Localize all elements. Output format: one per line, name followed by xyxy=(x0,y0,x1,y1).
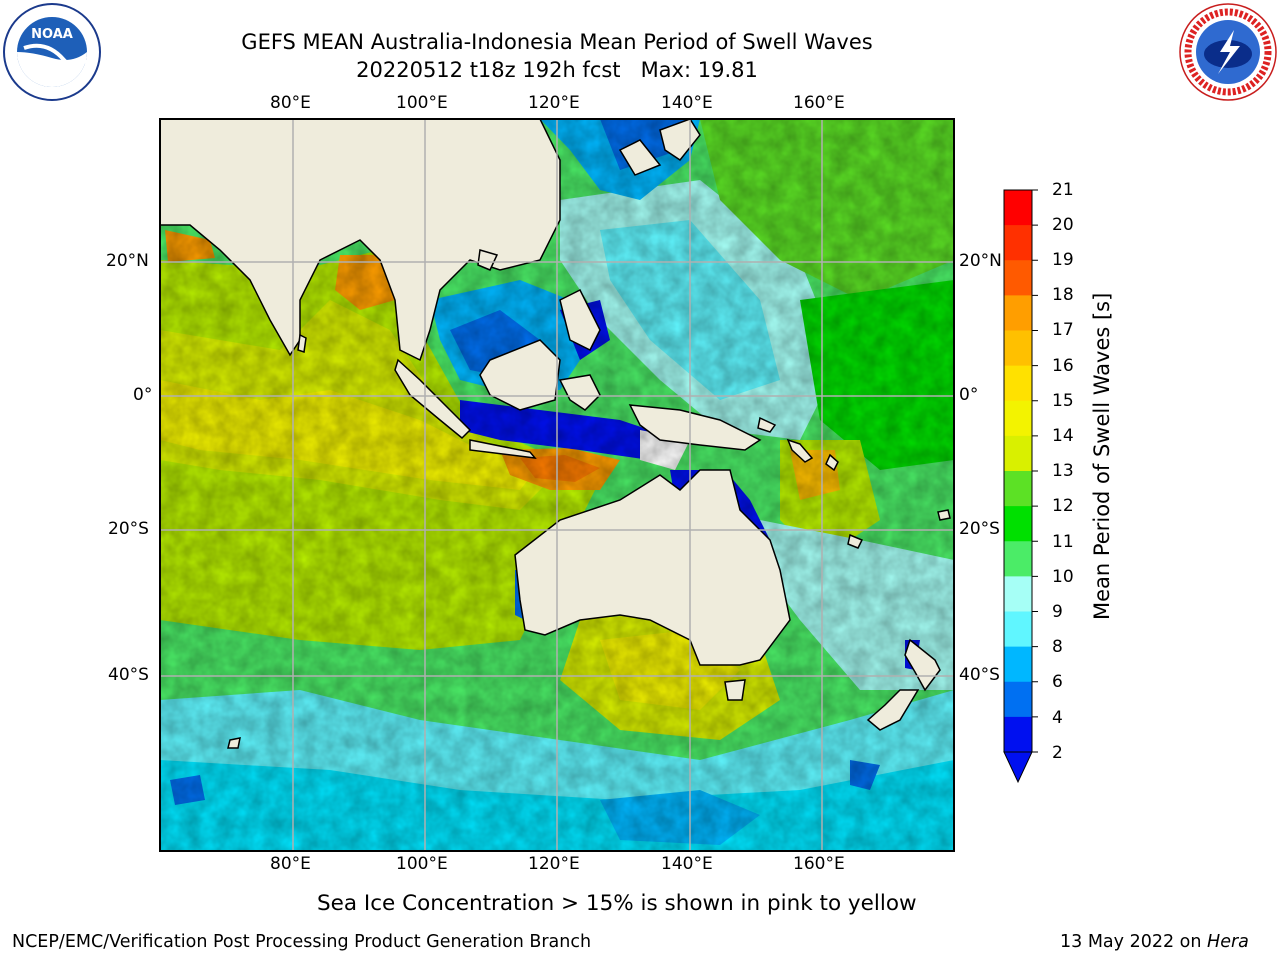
lat-label-right: 40°S xyxy=(959,665,1000,685)
colorbar-title: Mean Period of Swell Waves [s] xyxy=(1090,292,1114,620)
map-subtitle: 20220512 t18z 192h fcst Max: 19.81 xyxy=(356,58,758,82)
lon-label-bottom: 140°E xyxy=(661,854,713,874)
lon-label-bottom: 80°E xyxy=(270,854,311,874)
colorbar-band xyxy=(1004,611,1032,648)
colorbar-band xyxy=(1004,260,1032,296)
colorbar-tick-label: 21 xyxy=(1052,180,1074,200)
lon-label-top: 160°E xyxy=(793,93,845,113)
colorbar-tick-label: 17 xyxy=(1052,320,1074,340)
machine-name: Hera xyxy=(1207,932,1249,952)
graticule xyxy=(160,119,954,851)
colorbar-band xyxy=(1004,400,1032,437)
colorbar-band xyxy=(1004,541,1032,577)
noaa-logo-text: NOAA xyxy=(31,27,73,42)
colorbar-band xyxy=(1004,716,1032,753)
lat-label-right: 20°N xyxy=(959,251,1002,271)
lon-label-bottom: 100°E xyxy=(396,854,448,874)
colorbar-tick-label: 8 xyxy=(1052,637,1063,657)
swell-period-field xyxy=(160,119,954,851)
colorbar-tick-label: 9 xyxy=(1052,602,1063,622)
colorbar-tick-label: 6 xyxy=(1052,672,1063,692)
colorbar-tick-label: 19 xyxy=(1052,250,1074,270)
lat-label-left: 20°S xyxy=(108,519,149,539)
colorbar-band xyxy=(1004,471,1032,507)
map-frame xyxy=(159,118,955,852)
lat-label-right: 20°S xyxy=(959,519,1000,539)
colorbar-band xyxy=(1004,576,1032,612)
issue-date: 13 May 2022 on Hera xyxy=(1060,932,1249,952)
colorbar-band xyxy=(1004,365,1032,402)
colorbar-tick-label: 20 xyxy=(1052,215,1074,235)
colorbar-band xyxy=(1004,681,1032,718)
issue-date-text: 13 May 2022 on xyxy=(1060,932,1208,952)
colorbar-band xyxy=(1004,295,1032,331)
colorbar-band xyxy=(1004,646,1032,683)
colorbar-tick-label: 14 xyxy=(1052,426,1074,446)
lat-label-right: 0° xyxy=(959,385,979,405)
lat-label-left: 40°S xyxy=(108,665,149,685)
colorbar-tick-label: 10 xyxy=(1052,567,1074,587)
lat-label-left: 0° xyxy=(133,385,153,405)
colorbar-tick-label: 2 xyxy=(1052,743,1063,763)
lon-label-bottom: 120°E xyxy=(528,854,580,874)
colorbar-band xyxy=(1004,225,1032,261)
colorbar-extend-arrow xyxy=(1003,751,1033,784)
colorbar-tick-label: 15 xyxy=(1052,391,1074,411)
nws-logo xyxy=(1179,3,1277,101)
colorbar-band xyxy=(1004,506,1032,542)
lon-label-top: 120°E xyxy=(528,93,580,113)
sea-ice-note: Sea Ice Concentration > 15% is shown in … xyxy=(317,891,917,916)
colorbar-band xyxy=(1004,330,1032,367)
colorbar-tick-label: 4 xyxy=(1052,708,1063,728)
lon-label-top: 80°E xyxy=(270,93,311,113)
producer-credit: NCEP/EMC/Verification Post Processing Pr… xyxy=(12,932,592,952)
colorbar-tick-label: 11 xyxy=(1052,532,1074,552)
lon-label-bottom: 160°E xyxy=(793,854,845,874)
noaa-logo: NOAA xyxy=(3,3,101,101)
colorbar-tick-label: 13 xyxy=(1052,461,1074,481)
colorbar-tick-label: 12 xyxy=(1052,496,1074,516)
lon-label-top: 140°E xyxy=(661,93,713,113)
colorbar-tick-label: 18 xyxy=(1052,285,1074,305)
map-title: GEFS MEAN Australia-Indonesia Mean Perio… xyxy=(241,30,873,54)
lon-label-top: 100°E xyxy=(396,93,448,113)
colorbar-band xyxy=(1004,190,1032,226)
lat-label-left: 20°N xyxy=(106,251,149,271)
colorbar xyxy=(1003,189,1038,784)
landmasses xyxy=(160,119,951,749)
colorbar-band xyxy=(1004,435,1032,472)
colorbar-tick-label: 16 xyxy=(1052,356,1074,376)
